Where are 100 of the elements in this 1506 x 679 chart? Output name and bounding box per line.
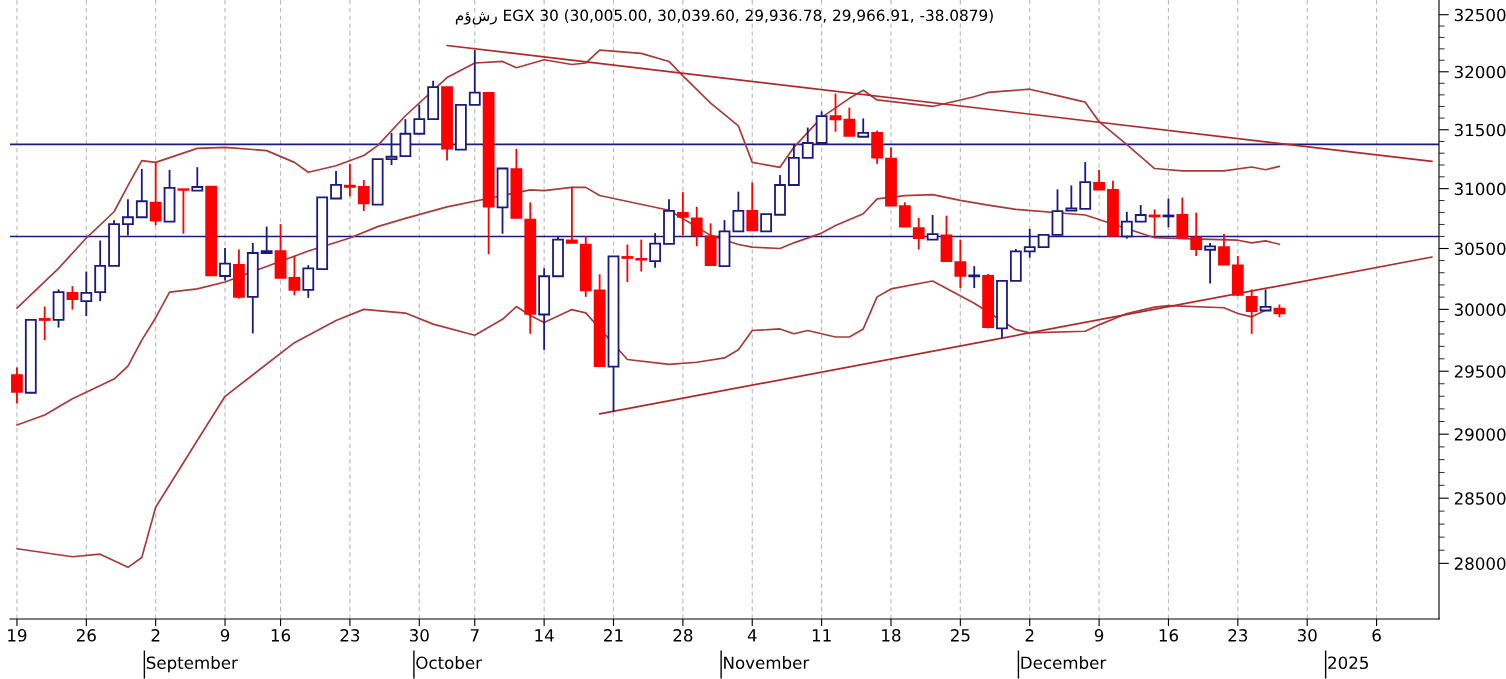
x-tick-label: 18 bbox=[882, 629, 901, 642]
text: November bbox=[724, 656, 810, 670]
x-tick-label: 16 bbox=[271, 629, 291, 642]
candlestick bbox=[774, 173, 786, 216]
candlestick bbox=[1134, 204, 1147, 223]
candlestick bbox=[274, 223, 287, 279]
text: October bbox=[416, 656, 483, 670]
text: مؤشر EGX 30 (30,005.00, 30,039.60, 29,936.78, 29,966.91, -38.0879) bbox=[455, 9, 993, 25]
candlestick bbox=[621, 243, 634, 283]
candlestick bbox=[579, 235, 592, 298]
candlestick bbox=[80, 270, 93, 318]
candlestick bbox=[94, 239, 107, 302]
y-tick-label: 29500 bbox=[1454, 365, 1506, 378]
candlestick bbox=[940, 214, 953, 263]
candlestick bbox=[219, 247, 231, 282]
y-tick-label: 31000 bbox=[1454, 182, 1506, 196]
x-tick-label: 2 bbox=[151, 629, 160, 642]
y-tick-label: 32500 bbox=[1454, 8, 1506, 22]
x-tick-label: 26 bbox=[76, 629, 96, 642]
x-tick-label: 28 bbox=[673, 629, 693, 642]
y-tick-label: 32000 bbox=[1454, 65, 1506, 79]
candlestick bbox=[1079, 161, 1092, 210]
candlestick bbox=[912, 216, 925, 251]
y-tick-label: 28500 bbox=[1454, 492, 1506, 505]
x-tick-label: 2 bbox=[1025, 629, 1034, 642]
y-tick-label: 29000 bbox=[1454, 428, 1506, 441]
candlestick bbox=[607, 255, 620, 413]
candlestick bbox=[1093, 169, 1105, 191]
candlestick bbox=[357, 179, 370, 212]
candlestick bbox=[1107, 179, 1119, 237]
candlestick bbox=[371, 158, 384, 206]
candlestick bbox=[1176, 196, 1189, 239]
candlestick bbox=[593, 273, 606, 368]
x-tick-label: 23 bbox=[340, 629, 360, 642]
candlestick bbox=[205, 185, 218, 277]
candlestick bbox=[24, 319, 37, 394]
candlestick bbox=[11, 366, 23, 405]
candlestick bbox=[233, 248, 245, 300]
candlestick bbox=[760, 213, 773, 233]
y-tick-label: 28000 bbox=[1454, 557, 1506, 570]
candlestick bbox=[1218, 233, 1230, 266]
candlestick bbox=[898, 201, 911, 228]
candlestick bbox=[1065, 184, 1078, 212]
candlestick bbox=[1204, 242, 1216, 285]
x-tick-label: 21 bbox=[604, 629, 623, 642]
text: December bbox=[1021, 656, 1107, 670]
x-tick-label: 14 bbox=[535, 629, 554, 642]
candlestick bbox=[1245, 288, 1258, 335]
candlestick bbox=[635, 238, 648, 273]
line-series bbox=[16, 186, 1281, 426]
candlestick bbox=[413, 103, 426, 135]
candlestick bbox=[746, 181, 759, 232]
candlestick bbox=[135, 167, 148, 219]
candlestick bbox=[1009, 248, 1022, 282]
x-tick-label: 6 bbox=[1372, 629, 1381, 642]
candlestick bbox=[538, 267, 551, 351]
x-tick-label: 9 bbox=[220, 629, 230, 642]
x-tick-label: 25 bbox=[950, 629, 970, 642]
y-tick-label: 30000 bbox=[1454, 303, 1506, 316]
line-series bbox=[16, 49, 1281, 309]
candlestick bbox=[857, 117, 870, 138]
text: September bbox=[146, 656, 238, 673]
candlestick bbox=[996, 279, 1008, 339]
y-tick-label: 31500 bbox=[1454, 123, 1506, 137]
candlestick bbox=[496, 167, 509, 235]
x-tick-label: 11 bbox=[812, 629, 831, 642]
candlestick bbox=[676, 191, 689, 237]
text: 2025 bbox=[1328, 656, 1368, 670]
y-tick-label: 30500 bbox=[1454, 242, 1506, 256]
candlestick bbox=[843, 106, 856, 137]
candlestick bbox=[468, 49, 481, 106]
candlestick bbox=[871, 129, 884, 165]
candlestick bbox=[441, 86, 453, 162]
x-tick-label: 7 bbox=[470, 629, 479, 642]
candlestick bbox=[163, 168, 176, 223]
candlestick bbox=[330, 170, 342, 200]
candlestick bbox=[482, 91, 495, 256]
candlestick bbox=[510, 147, 523, 219]
x-tick-label: 23 bbox=[1228, 629, 1248, 642]
x-tick-label: 4 bbox=[747, 629, 757, 642]
x-tick-label: 9 bbox=[1094, 629, 1104, 642]
candlestick bbox=[1231, 255, 1244, 296]
candlestick bbox=[565, 185, 578, 244]
candlestick bbox=[38, 305, 51, 342]
x-tick-label: 19 bbox=[8, 629, 27, 642]
x-tick-label: 30 bbox=[409, 629, 429, 642]
candlestick bbox=[302, 264, 315, 299]
x-tick-label: 16 bbox=[1159, 629, 1179, 642]
candlestick bbox=[344, 163, 356, 198]
candlestick bbox=[246, 241, 259, 335]
candlestick bbox=[704, 222, 717, 267]
candlestick bbox=[191, 166, 204, 192]
candlestick bbox=[1190, 211, 1203, 257]
candlestick bbox=[524, 201, 537, 335]
candlestick bbox=[732, 190, 745, 233]
x-tick-label: 30 bbox=[1297, 629, 1317, 642]
candlestick bbox=[427, 79, 440, 121]
candlestick bbox=[982, 273, 995, 329]
candlestick bbox=[885, 146, 897, 207]
candlestick bbox=[954, 238, 967, 289]
